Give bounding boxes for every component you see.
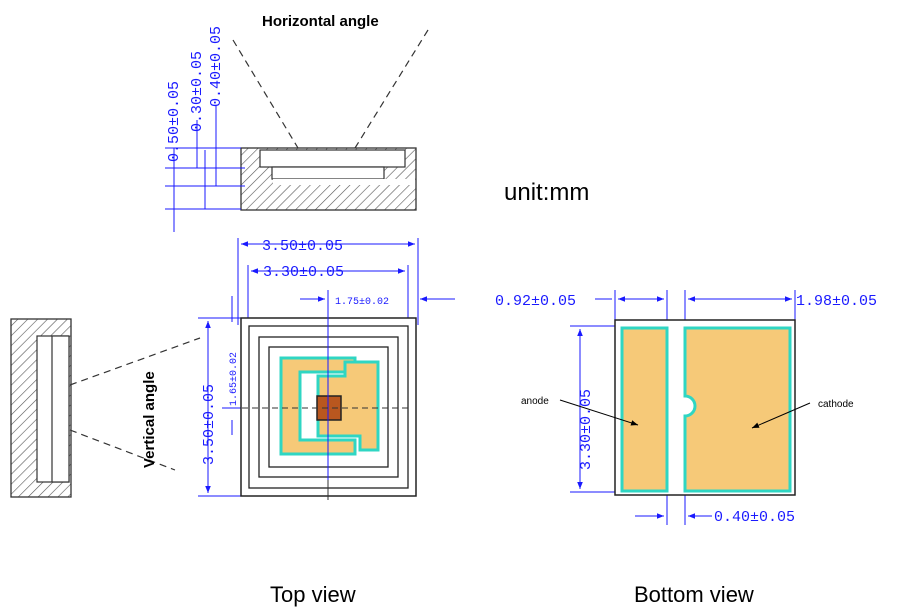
dim-side-mid: 0.30±0.05 xyxy=(189,51,206,132)
anode-label: anode xyxy=(521,396,549,407)
top-pad-right xyxy=(316,360,380,452)
top-view: 3.50±0.05 3.30±0.05 1.75±0.02 3.50±0.05 … xyxy=(198,238,455,500)
dim-bottom-right-width: 1.98±0.05 xyxy=(796,293,877,310)
side-view-vertical: Vertical angle xyxy=(10,318,201,498)
bottom-view: 0.92±0.05 1.98±0.05 3.30±0.05 0.40±0.05 … xyxy=(495,290,877,526)
dim-top-height: 3.50±0.05 xyxy=(201,384,218,465)
side-step xyxy=(273,179,415,185)
bottom-pad-anode xyxy=(620,326,669,493)
vertical-lens xyxy=(51,335,70,483)
dim-bottom-left-width: 0.92±0.05 xyxy=(495,293,576,310)
horizontal-angle-line-right xyxy=(354,29,429,149)
side-cavity xyxy=(259,149,406,168)
unit-label: unit:mm xyxy=(504,179,589,206)
horizontal-angle-line-left xyxy=(232,39,299,149)
dim-top-width-outer: 3.50±0.05 xyxy=(262,238,343,255)
dim-bottom-height: 3.30±0.05 xyxy=(578,389,595,470)
horizontal-angle-label: Horizontal angle xyxy=(262,13,379,30)
dim-top-center-x: 1.75±0.02 xyxy=(335,297,389,308)
dim-side-total: 0.50±0.05 xyxy=(166,81,183,162)
side-view-horizontal: 0.50±0.05 0.30±0.05 0.40±0.05 Horizontal… xyxy=(165,13,429,232)
vertical-angle-line-top xyxy=(69,337,201,386)
dim-top-center-y: 1.65±0.02 xyxy=(229,352,240,406)
side-lens xyxy=(271,166,385,180)
dim-bottom-gap: 0.40±0.05 xyxy=(714,509,795,526)
bottom-pad-cathode xyxy=(683,326,792,493)
anode-leader xyxy=(559,399,639,426)
cathode-label: cathode xyxy=(818,399,854,410)
dim-top-width-inner: 3.30±0.05 xyxy=(263,264,344,281)
top-view-caption: Top view xyxy=(270,582,356,607)
vertical-angle-label: Vertical angle xyxy=(141,371,158,468)
bottom-view-caption: Bottom view xyxy=(634,582,754,607)
cathode-leader xyxy=(751,402,811,429)
vertical-angle-line-bottom xyxy=(69,429,176,471)
dim-side-top: 0.40±0.05 xyxy=(208,26,225,107)
